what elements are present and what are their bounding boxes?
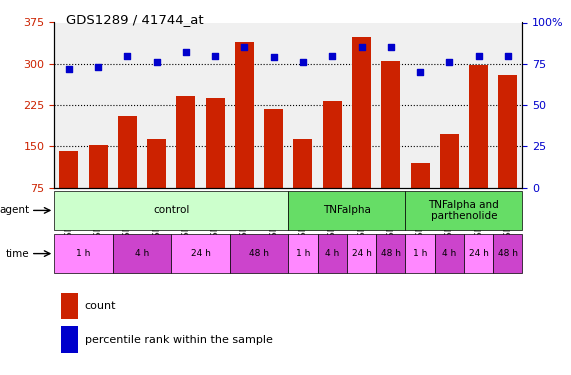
Text: 48 h: 48 h [249, 249, 269, 258]
Text: 24 h: 24 h [352, 249, 372, 258]
Text: 1 h: 1 h [413, 249, 427, 258]
Bar [176, 96, 195, 188]
Bar [171, 234, 230, 273]
Text: 24 h: 24 h [191, 249, 211, 258]
Text: 4 h: 4 h [135, 249, 149, 258]
Text: 1 h: 1 h [77, 249, 91, 258]
Point [445, 59, 454, 65]
Text: percentile rank within the sample: percentile rank within the sample [85, 335, 272, 345]
Bar [464, 234, 493, 273]
Point [94, 64, 103, 70]
Text: control: control [153, 206, 190, 215]
Bar [54, 191, 288, 230]
Point [416, 69, 425, 75]
Text: 48 h: 48 h [498, 249, 518, 258]
Bar [206, 98, 225, 188]
Point [269, 54, 278, 60]
Point [328, 53, 337, 58]
Bar [376, 234, 405, 273]
Point [357, 44, 366, 50]
Point [299, 59, 308, 65]
Text: 1 h: 1 h [296, 249, 310, 258]
Bar [347, 234, 376, 273]
Bar [54, 234, 113, 273]
Text: agent: agent [0, 206, 29, 215]
Text: GDS1289 / 41744_at: GDS1289 / 41744_at [66, 13, 203, 26]
Bar [59, 151, 78, 188]
Bar [288, 234, 317, 273]
Bar [61, 292, 78, 319]
Bar [264, 109, 283, 188]
Bar [235, 42, 254, 188]
Point [474, 53, 483, 58]
Bar [317, 234, 347, 273]
Bar [118, 116, 137, 188]
Bar [230, 234, 288, 273]
Point [182, 49, 191, 55]
Text: time: time [6, 249, 29, 259]
Bar [405, 234, 435, 273]
Text: TNFalpha: TNFalpha [323, 206, 371, 215]
Bar [323, 101, 342, 188]
Point [152, 59, 161, 65]
Bar [113, 234, 171, 273]
Point [123, 53, 132, 58]
Bar [498, 75, 517, 188]
Point [386, 44, 395, 50]
Bar [493, 234, 522, 273]
Bar [147, 139, 166, 188]
Point [65, 66, 74, 72]
Bar [411, 163, 429, 188]
Bar [61, 326, 78, 352]
Point [211, 53, 220, 58]
Text: TNFalpha and
parthenolide: TNFalpha and parthenolide [429, 200, 499, 221]
Bar [352, 38, 371, 188]
Bar [288, 191, 405, 230]
Bar [405, 191, 522, 230]
Text: count: count [85, 301, 116, 311]
Text: 48 h: 48 h [381, 249, 401, 258]
Bar [293, 139, 312, 188]
Bar [435, 234, 464, 273]
Text: 24 h: 24 h [469, 249, 489, 258]
Point [503, 53, 512, 58]
Text: 4 h: 4 h [325, 249, 339, 258]
Point [240, 44, 249, 50]
Text: 4 h: 4 h [442, 249, 456, 258]
Bar [381, 61, 400, 188]
Bar [440, 134, 459, 188]
Bar [89, 145, 108, 188]
Bar [469, 65, 488, 188]
